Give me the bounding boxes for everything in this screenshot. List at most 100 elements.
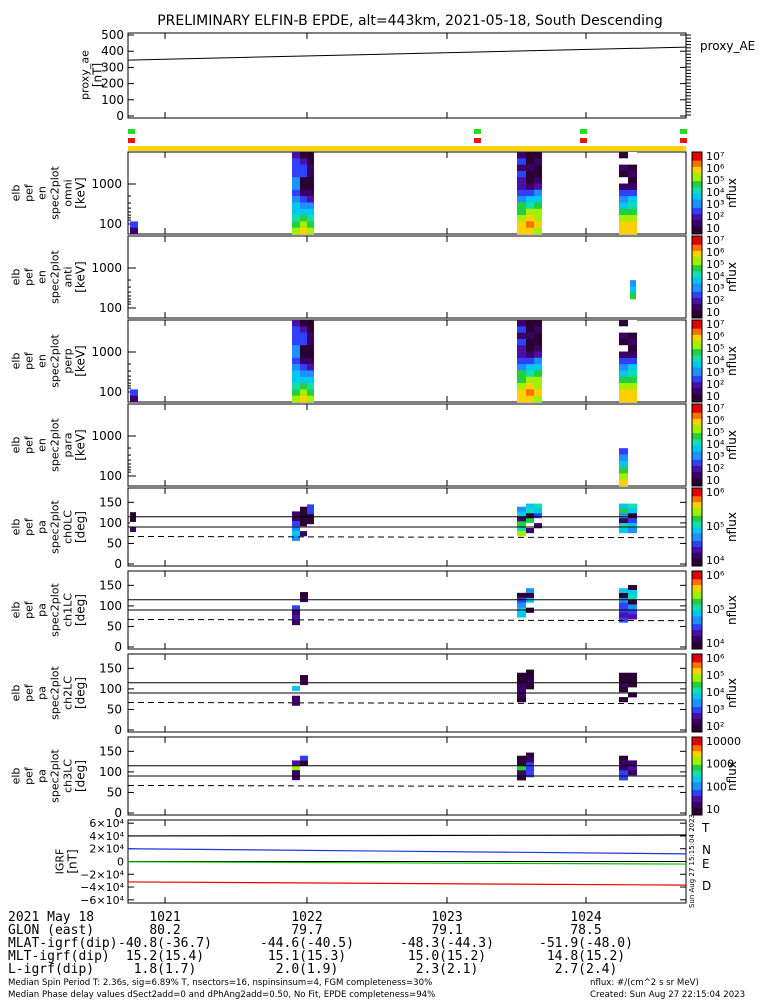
pa-panel-3-ylabel-1: pef <box>23 766 36 785</box>
energy-panel-2-flux-cell <box>619 364 628 371</box>
energy-panel-2-flux-cell <box>307 395 314 403</box>
energy-panel-0-flux-cell <box>517 170 526 178</box>
energy-panel-3-colorbar-cell <box>692 432 702 436</box>
pa-panel-3-colorbar-tick-3: 10000 <box>706 735 741 748</box>
energy-panel-0-flux-cell <box>307 221 314 228</box>
energy-panel-2-flux-cell <box>300 351 307 359</box>
pa-panel-1-flux-cell <box>292 610 300 616</box>
pa-panel-1-colorbar-cell <box>692 574 702 578</box>
energy-panel-1-colorbar-tick-4: 10⁵ <box>706 258 724 271</box>
energy-panel-0-flux-cell <box>307 208 314 216</box>
pa-panel-2-colorbar-tick-1: 10³ <box>706 703 724 716</box>
energy-panel-2-colorbar-cell <box>692 350 702 354</box>
energy-panel-1-colorbar-cell <box>692 277 702 280</box>
pa-panel-1-colorbar-cell <box>692 643 702 646</box>
energy-panel-2-flux-cell <box>307 364 314 371</box>
energy-panel-0-colorbar-cell <box>692 213 702 217</box>
energy-panel-0-flux-cell <box>619 189 628 197</box>
pa-panel-3-ytick-label-1: 50 <box>107 785 122 799</box>
energy-panel-1-colorbar-cell <box>692 244 702 247</box>
energy-panel-2-flux-cell <box>534 332 542 340</box>
energy-panel-1-colorbar-cell <box>692 256 702 260</box>
bfield-ytick-label-0: 6×10⁴ <box>89 817 124 830</box>
energy-panel-0-colorbar-tick-3: 10⁴ <box>706 186 725 199</box>
energy-panel-2-flux-cell <box>517 345 526 352</box>
footer-time-label-3: 1024 <box>570 910 601 925</box>
energy-panel-2-colorbar-cell <box>692 338 702 341</box>
energy-panel-2-flux-cell <box>628 364 637 371</box>
pa-panel-1-colorbar-tick-1: 10⁵ <box>706 603 724 616</box>
pa-panel-0-colorbar-cell <box>692 528 702 532</box>
pa-panel-0-flux-cell <box>300 521 307 527</box>
energy-panel-2-flux-cell <box>130 395 138 403</box>
pa-panel-2-flux-cell <box>517 692 526 698</box>
energy-panel-0-flux-cell <box>628 177 637 184</box>
energy-panel-2-flux-cell <box>526 332 534 340</box>
energy-panel-1-colorbar-tick-1: 10² <box>706 294 724 307</box>
pa-panel-2-colorbar-cell <box>692 710 702 713</box>
pa-panel-2-colorbar-cell <box>692 683 702 686</box>
energy-panel-2-flux-cell <box>526 383 534 390</box>
energy-panel-0-flux-cell <box>517 215 526 222</box>
energy-panel-0-colorbar-cell <box>692 184 702 188</box>
energy-panel-2-flux-cell <box>292 338 300 346</box>
energy-panel-0-flux-cell <box>307 183 314 191</box>
status-green-mark-1 <box>473 129 481 134</box>
pa-panel-0-colorbar-cell <box>692 521 702 524</box>
side-timestamp: Sun Aug 27 15:15:04 2023 <box>688 814 696 908</box>
pa-panel-3-colorbar-cell <box>692 772 702 775</box>
energy-panel-0-colorbar-cell <box>692 221 702 225</box>
pa-panel-0-colorbar-cell <box>692 556 702 559</box>
energy-panel-0-flux-cell <box>619 202 628 210</box>
pa-panel-2-colorbar-cell <box>692 728 702 731</box>
energy-panel-3-colorbar-frame <box>691 403 703 487</box>
pa-panel-3-colorbar-cell <box>692 811 702 814</box>
pa-panel-0-colorbar-cell <box>692 488 702 491</box>
energy-panel-2-flux-cell <box>300 338 307 346</box>
pa-panel-2-flux-cell <box>619 682 628 688</box>
pa-panel-0-flux-cell <box>526 527 534 534</box>
pa-panel-0-flux-cell <box>292 521 300 527</box>
pa-panel-0-flux-cell <box>619 523 628 529</box>
pa-panel-3-colorbar-tick-2: 1000 <box>706 758 734 771</box>
footer-created: Created: Sun Aug 27 22:15:04 2023 <box>590 990 745 1000</box>
pa-panel-1-colorbar-cell <box>692 645 702 648</box>
pa-panel-1-colorbar-cell <box>692 610 702 613</box>
pa-panel-2-colorbar-tick-4: 10⁶ <box>706 652 725 665</box>
energy-panel-0-flux-cell <box>619 158 628 165</box>
pa-panel-0-colorbar-cell <box>692 491 702 495</box>
energy-panel-3-colorbar-cell <box>692 424 702 428</box>
pa-panel-3-flux-cell <box>517 770 526 776</box>
pa-panel-2-flux-cell <box>300 675 308 681</box>
pa-panel-2-colorbar-cell <box>692 702 702 706</box>
energy-panel-3-colorbar-tick-2: 10³ <box>706 450 724 463</box>
bfield-legend-D: D <box>702 879 711 893</box>
energy-panel-1-colorbar-cell <box>692 279 702 282</box>
energy-panel-2-flux-cell <box>534 345 542 352</box>
energy-panel-1-colorbar-cell <box>692 274 702 278</box>
pa-panel-2-colorbar-cell <box>692 698 702 702</box>
pa-panel-3-colorbar-cell <box>692 746 702 750</box>
pa-panel-2-flux-cell <box>628 677 637 683</box>
energy-panel-2-flux-cell <box>534 370 542 378</box>
energy-panel-2-flux-cell <box>628 389 637 396</box>
pa-panel-1-ylabel-4: ch1LC <box>62 593 75 627</box>
energy-panel-3-colorbar-cell <box>692 455 702 458</box>
energy-panel-1-colorbar-cell <box>692 303 702 307</box>
energy-panel-0-ylabel-2: en <box>36 186 49 200</box>
pa-panel-3-flux-cell <box>619 765 628 771</box>
energy-panel-0-flux-cell <box>307 164 314 172</box>
energy-panel-0-flux-cell <box>300 189 307 197</box>
energy-panel-1-colorbar-cell <box>692 260 702 264</box>
energy-panel-0-flux-cell <box>526 215 534 222</box>
energy-panel-1-colorbar-cell <box>692 240 702 243</box>
energy-panel-2-colorbar-cell <box>692 377 702 380</box>
pa-panel-2-colorbar-cell <box>692 673 702 676</box>
energy-panel-0-colorbar-cell <box>692 215 702 219</box>
pa-panel-1-colorbar-cell <box>692 580 702 584</box>
footer-row-label-2: MLT-igrf(dip) <box>8 949 110 964</box>
pa-panel-0-ytick-label-0: 0 <box>114 557 122 571</box>
pa-panel-3-colorbar-tick-0: 10 <box>706 803 720 816</box>
pa-panel-0-flux-cell <box>517 521 526 527</box>
pa-panel-1-colorbar-cell <box>692 582 702 586</box>
